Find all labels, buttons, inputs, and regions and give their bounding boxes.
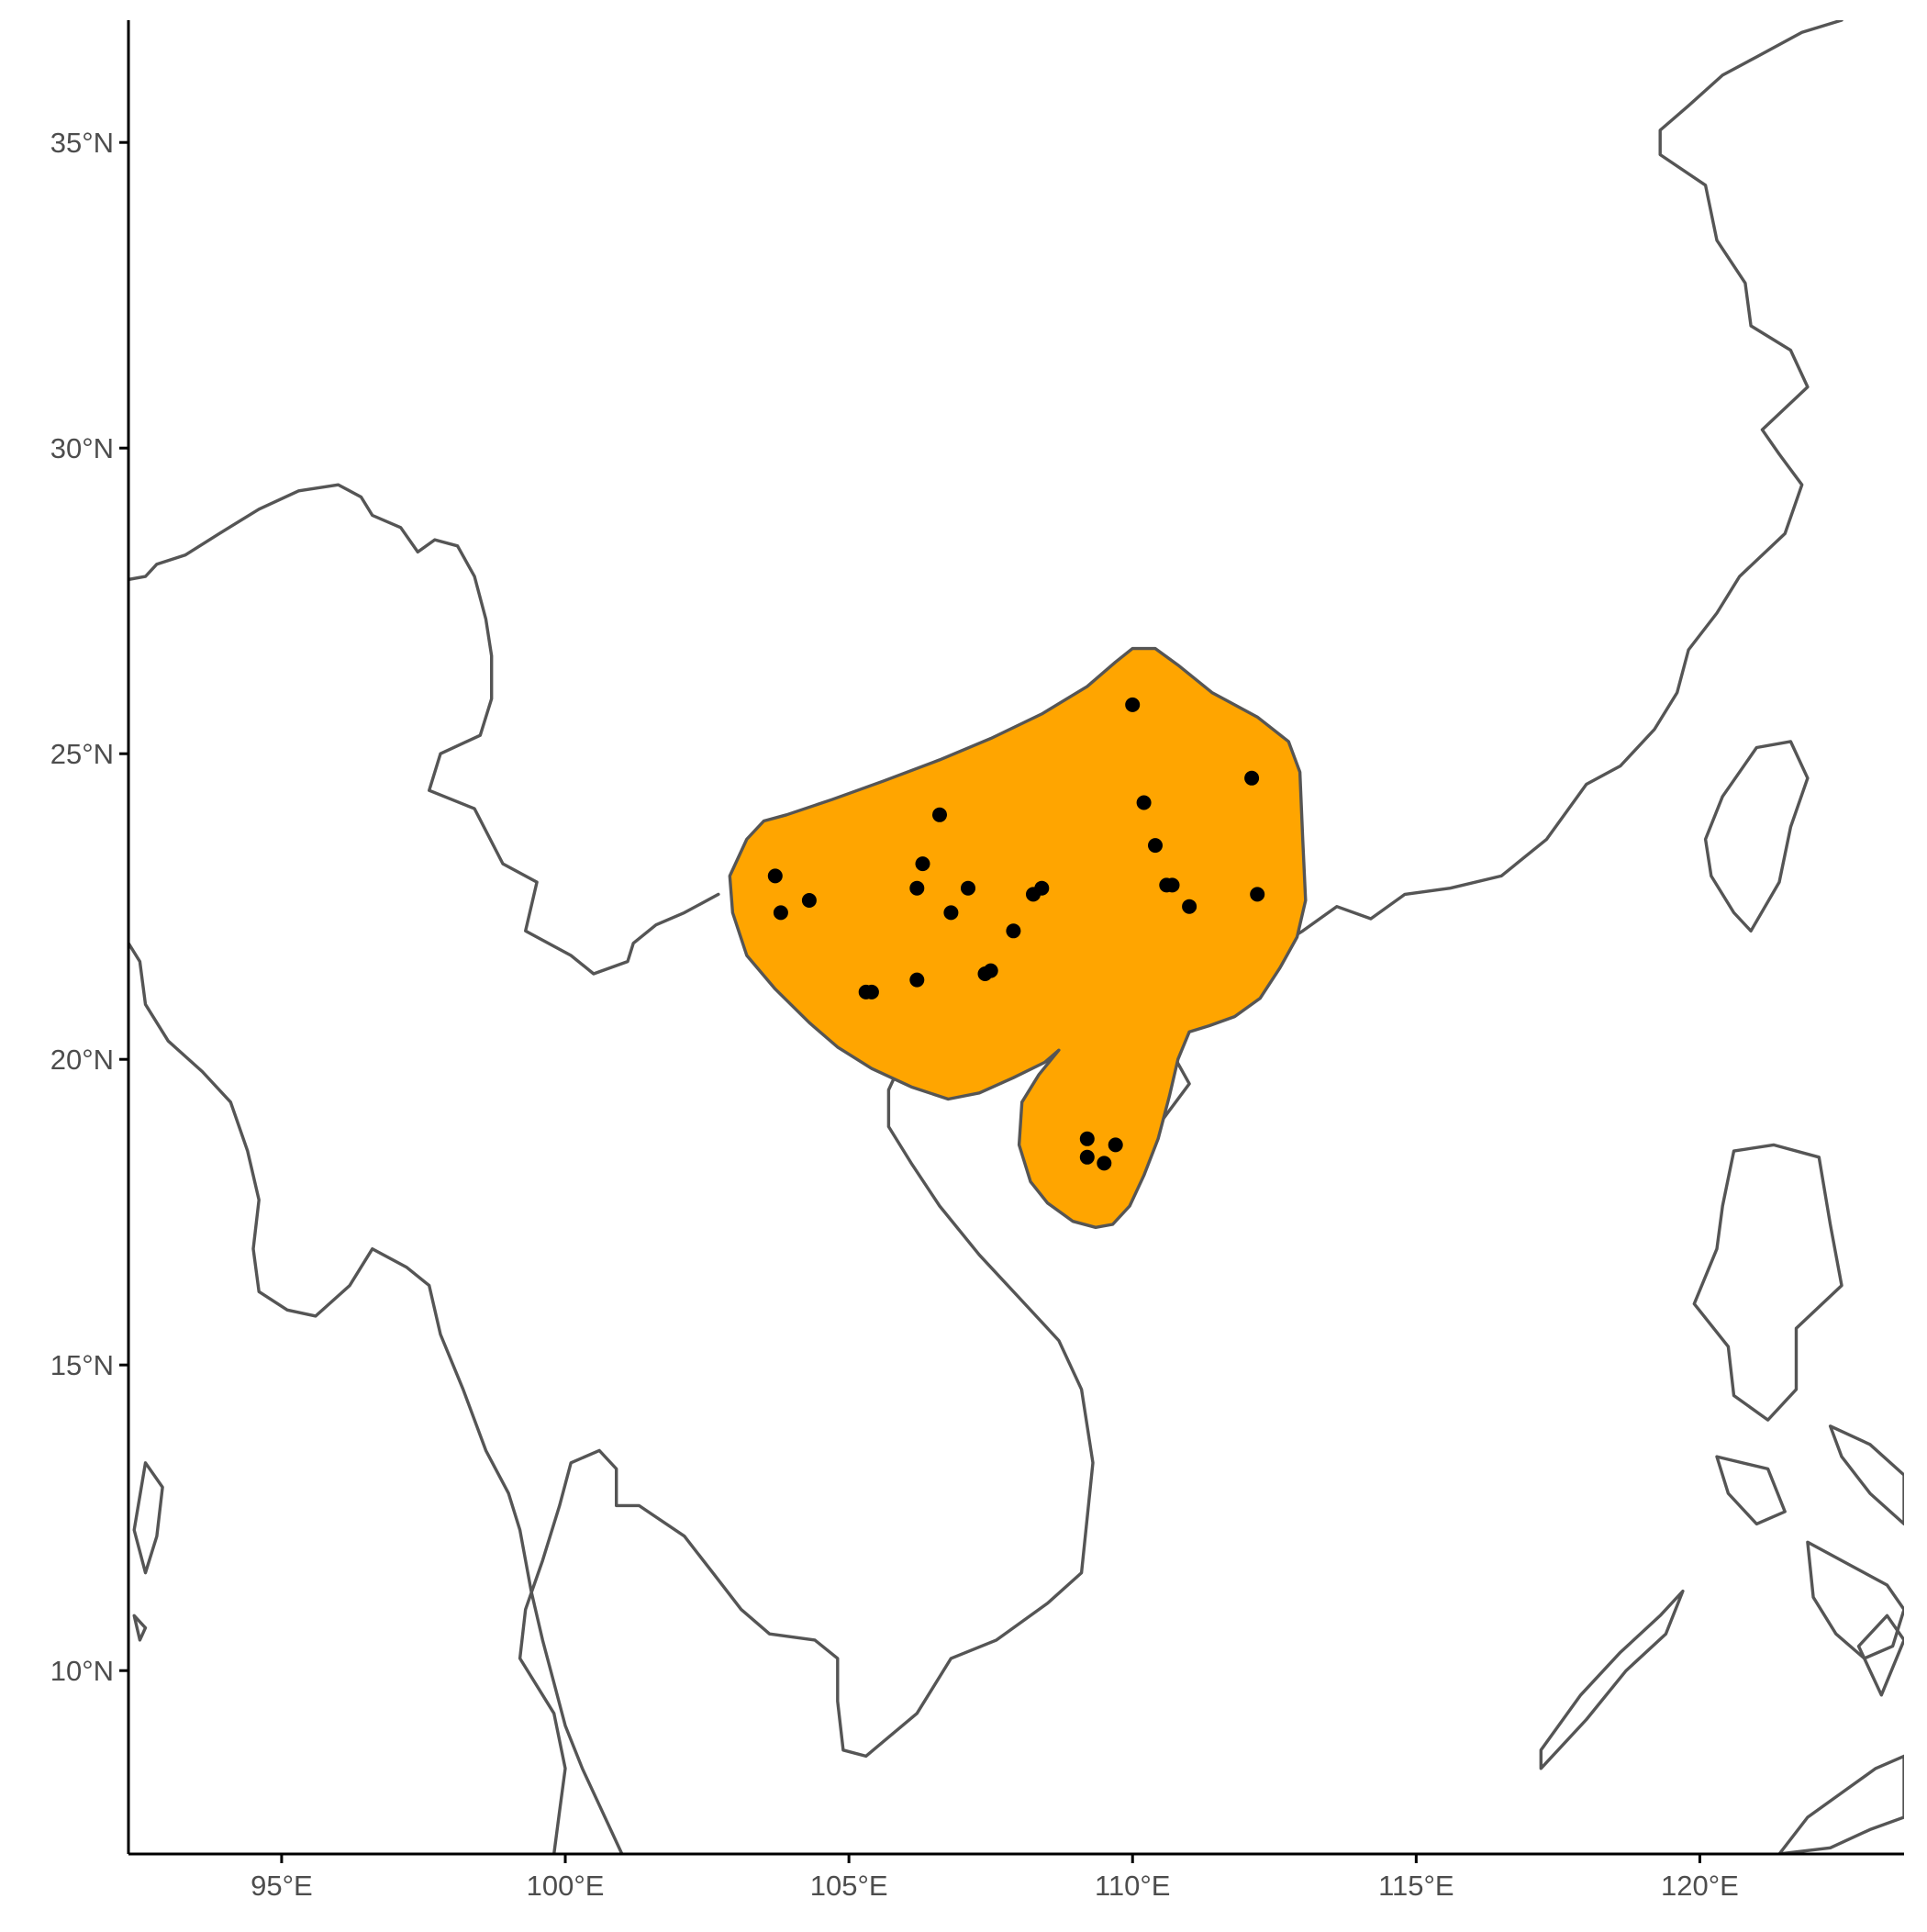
occurrence-point-24	[1079, 1131, 1095, 1146]
occurrence-point-21	[909, 972, 925, 988]
occurrence-point-23	[863, 984, 879, 1000]
coastline-1	[128, 942, 624, 1854]
occurrence-point-8	[909, 880, 925, 896]
coastline-7	[1828, 1424, 1904, 1526]
coastline-8	[1539, 1589, 1685, 1770]
occurrence-point-2	[1136, 795, 1152, 810]
coastline-layer	[128, 20, 1904, 1854]
distribution-range-layer	[728, 646, 1308, 1229]
occurrence-point-14	[801, 893, 817, 908]
x-tick-label: 120°E	[1661, 1870, 1739, 1902]
occurrence-point-27	[1097, 1156, 1112, 1171]
occurrence-point-20	[983, 963, 998, 978]
y-tick-label: 15°N	[50, 1349, 114, 1381]
occurrence-point-15	[773, 905, 788, 921]
occurrence-point-1	[1244, 770, 1260, 786]
y-axis-ticks: 10°N 15°N 20°N 25°N 30°N 35°N	[50, 127, 128, 1687]
species-range-polygon	[728, 646, 1308, 1229]
y-tick-label: 20°N	[50, 1044, 114, 1076]
occurrence-point-10	[1026, 887, 1041, 902]
occurrence-point-4	[1148, 838, 1163, 854]
y-tick-label: 30°N	[50, 432, 114, 464]
coastline-9	[1806, 1540, 1904, 1660]
x-tick-label: 95°E	[251, 1870, 313, 1902]
y-tick-label: 25°N	[50, 738, 114, 770]
coastline-11	[1856, 1614, 1904, 1697]
coastline-4	[1153, 20, 1843, 1012]
occurrence-point-18	[1006, 923, 1021, 939]
coastline-6	[1692, 1143, 1843, 1422]
coastline-5	[1703, 740, 1810, 932]
x-axis-ticks: 95°E 100°E 105°E 110°E 115°E 120°E	[251, 1854, 1739, 1902]
occurrence-points-layer	[767, 697, 1265, 1171]
occurrence-point-26	[1079, 1149, 1095, 1165]
x-tick-label: 110°E	[1095, 1870, 1171, 1902]
y-tick-label: 35°N	[50, 127, 114, 159]
y-tick-label: 10°N	[50, 1655, 114, 1687]
coastline-12	[1777, 1754, 1904, 1854]
occurrence-point-7	[961, 880, 975, 896]
coastline-10	[1715, 1455, 1787, 1526]
occurrence-point-25	[1108, 1137, 1123, 1153]
occurrence-point-5	[767, 868, 783, 884]
coastline-0	[128, 483, 720, 976]
occurrence-point-6	[915, 856, 930, 872]
x-tick-label: 115°E	[1378, 1870, 1454, 1902]
occurrence-point-16	[943, 905, 959, 921]
occurrence-point-3	[932, 807, 947, 822]
coastline-13	[132, 1461, 164, 1575]
occurrence-point-13	[1250, 887, 1265, 902]
x-tick-label: 105°E	[810, 1870, 888, 1902]
occurrence-point-17	[1182, 899, 1197, 914]
occurrence-point-12	[1164, 877, 1180, 893]
coastline-14	[132, 1614, 148, 1642]
occurrence-point-0	[1125, 697, 1141, 712]
x-tick-label: 100°E	[527, 1870, 605, 1902]
